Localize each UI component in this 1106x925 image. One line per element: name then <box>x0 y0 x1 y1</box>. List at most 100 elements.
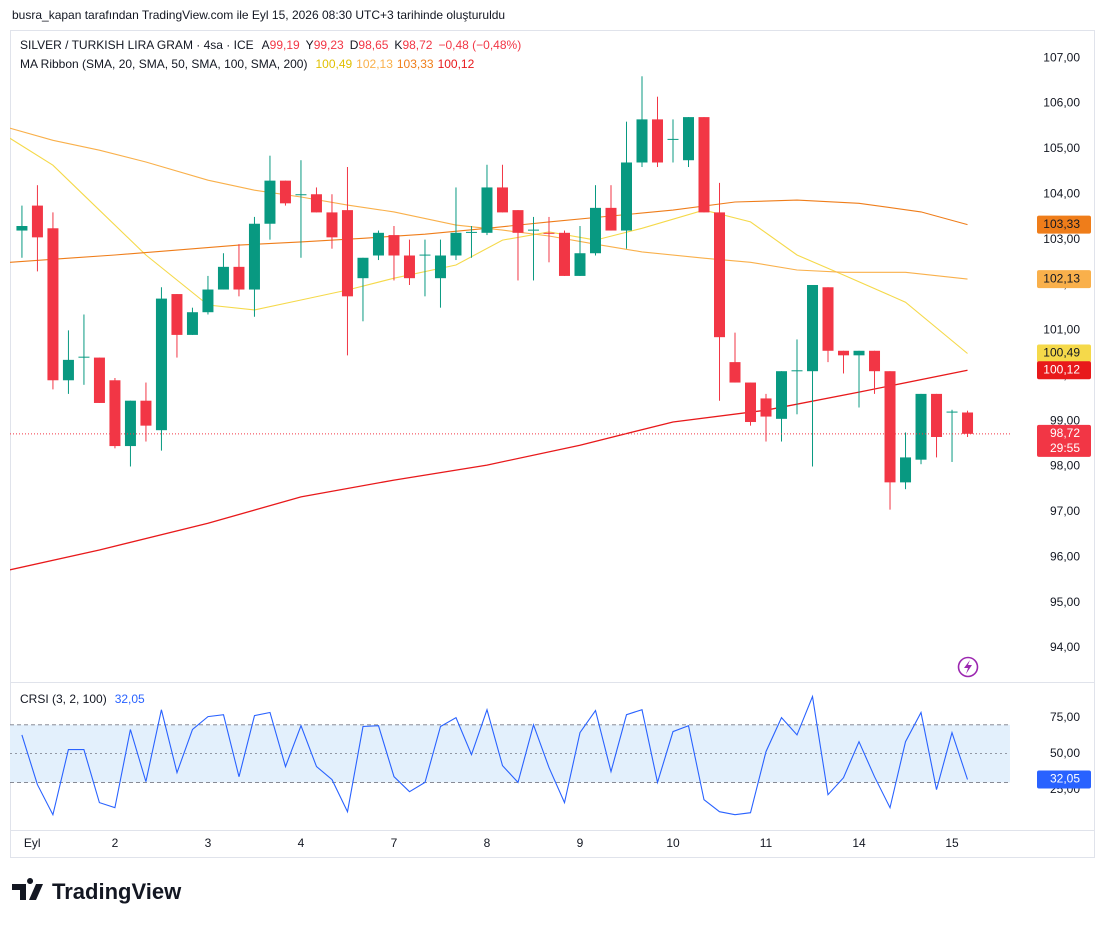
ohlc-value: 98,65 <box>358 38 388 52</box>
candle-body <box>512 210 524 233</box>
candle-body <box>698 117 710 213</box>
attribution: busra_kapan tarafından TradingView.com i… <box>12 8 505 22</box>
x-tick-label: 15 <box>945 836 959 850</box>
y-tick-label: 107,00 <box>1043 50 1080 64</box>
candle-body <box>729 362 741 383</box>
candle-body <box>465 231 477 233</box>
x-tick-label: Eyl <box>24 836 41 850</box>
candle-body <box>496 187 508 213</box>
countdown-label: 29:55 <box>1050 441 1080 455</box>
y-tick-label: 101,00 <box>1043 323 1080 337</box>
candle-body <box>651 119 663 163</box>
candle-body <box>605 207 617 231</box>
candle-body <box>527 229 539 231</box>
candle-body <box>93 357 105 403</box>
y-tick-label: 99,00 <box>1050 413 1080 427</box>
candle-body <box>450 232 462 256</box>
y-tick-label: 103,00 <box>1043 232 1080 246</box>
change: −0,48 (−0,48%) <box>438 38 521 52</box>
crsi-line <box>21 694 969 817</box>
y-tick-label: 106,00 <box>1043 96 1080 110</box>
candle-body <box>16 226 28 231</box>
candle-body <box>47 228 59 381</box>
ma-value: 100,12 <box>438 57 475 71</box>
ma-price-box <box>1037 361 1091 380</box>
candle-body <box>620 162 632 231</box>
symbol-legend: SILVER / TURKISH LIRA GRAM · 4sa · ICE A9… <box>20 38 521 52</box>
crsi-pane <box>10 694 1010 817</box>
candle-body <box>388 235 400 256</box>
y-tick-label: 75,00 <box>1050 710 1080 724</box>
candle-body <box>838 350 850 356</box>
logo: TradingView <box>12 878 182 904</box>
ma-value: 103,33 <box>397 57 434 71</box>
candle-body <box>31 205 43 238</box>
candle-body <box>186 312 198 335</box>
y-tick-label: 105,00 <box>1043 141 1080 155</box>
ma-line <box>10 137 968 354</box>
candle-body <box>931 393 943 437</box>
ma-price-label: 102,13 <box>1043 271 1080 285</box>
candle-body <box>822 287 834 351</box>
candle-body <box>558 232 570 276</box>
ohlc-label: D <box>350 38 359 52</box>
y-tick-label: 97,00 <box>1050 504 1080 518</box>
candle-body <box>946 411 958 413</box>
candle-body <box>776 371 788 419</box>
x-tick-label: 2 <box>112 836 119 850</box>
candle-body <box>78 356 90 358</box>
candle-body <box>248 223 260 290</box>
indicator: MA Ribbon (SMA, 20, SMA, 50, SMA, 100, S… <box>20 57 307 71</box>
ohlc-label: Y <box>306 38 314 52</box>
candle-body <box>745 382 757 423</box>
candle-body <box>62 359 74 381</box>
candle-body <box>217 266 229 290</box>
ma-price-box <box>1037 270 1091 289</box>
plot-layer <box>10 76 1010 817</box>
x-tick-label: 9 <box>577 836 584 850</box>
candle-body <box>202 289 214 313</box>
crsi-title: CRSI (3, 2, 100) <box>20 692 107 706</box>
candle-body <box>481 187 493 233</box>
candle-body <box>155 298 167 431</box>
candle-body <box>140 400 152 426</box>
y-tick-label: 104,00 <box>1043 186 1080 200</box>
candle-body <box>807 284 819 372</box>
candle-body <box>791 370 803 372</box>
candle-body <box>264 180 276 224</box>
ma-line <box>10 369 968 571</box>
y-tick-label: 95,00 <box>1050 595 1080 609</box>
ohlc-value: 99,19 <box>270 38 300 52</box>
candle-body <box>310 194 322 213</box>
candle-body <box>419 254 431 256</box>
price-pane <box>10 76 1010 571</box>
candle-body <box>403 255 415 279</box>
ohlc-label: K <box>394 38 402 52</box>
ma-price-box <box>1037 215 1091 234</box>
x-tick-label: 8 <box>484 836 491 850</box>
ma-price-label: 103,33 <box>1043 217 1080 231</box>
candle-body <box>109 380 121 447</box>
x-tick-label: 4 <box>298 836 305 850</box>
candle-body <box>341 210 353 297</box>
candle-body <box>171 294 183 335</box>
y-tick-label: 98,00 <box>1050 459 1080 473</box>
candle-body <box>853 350 865 356</box>
logo-text: TradingView <box>52 879 182 904</box>
candle-body <box>636 119 648 163</box>
candle-body <box>295 194 307 196</box>
ohlc-value: 99,23 <box>314 38 344 52</box>
x-tick-label: 10 <box>666 836 680 850</box>
symbol: SILVER / TURKISH LIRA GRAM · 4sa · ICE <box>20 38 254 52</box>
last-price-label: 98,72 <box>1050 426 1080 440</box>
x-tick-label: 3 <box>205 836 212 850</box>
last-price-box <box>1037 424 1091 457</box>
alert-icon[interactable] <box>957 656 979 678</box>
crsi-value-label: 32,05 <box>1050 772 1080 786</box>
ma-value: 102,13 <box>356 57 393 71</box>
candle-body <box>915 393 927 460</box>
y-tick-label: 96,00 <box>1050 549 1080 563</box>
ma-price-label: 100,12 <box>1043 362 1080 376</box>
x-tick-label: 7 <box>391 836 398 850</box>
